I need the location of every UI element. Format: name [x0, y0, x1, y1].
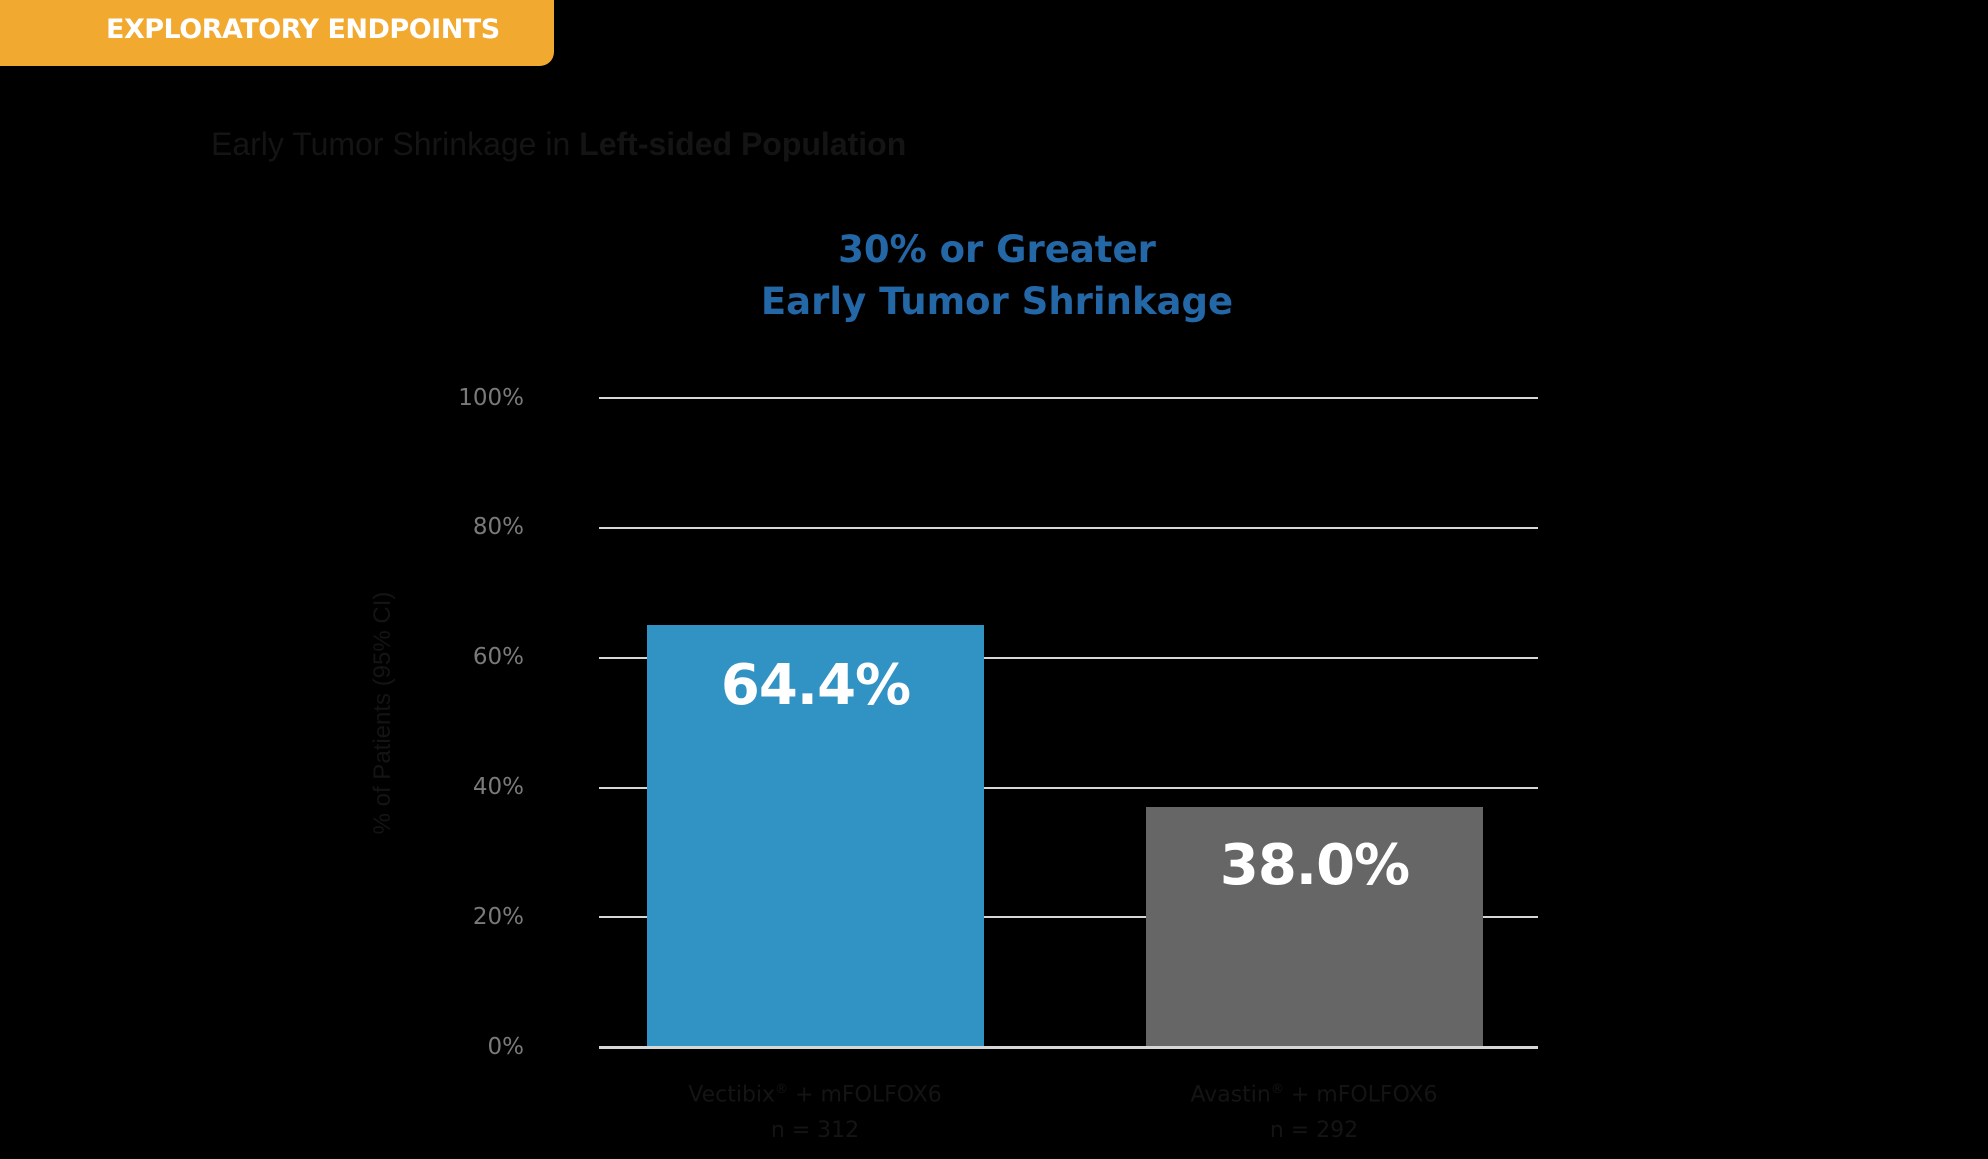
x-label-vectibix: Vectibix® + mFOLFOX6 n = 312	[615, 1072, 1015, 1149]
bar-vectibix: 64.4%	[647, 625, 984, 1047]
x-axis-baseline	[599, 1046, 1538, 1049]
chart-title-line2: Early Tumor Shrinkage	[760, 280, 1234, 323]
bar-value-label: 64.4%	[720, 653, 911, 718]
bar-value-label: 38.0%	[1219, 833, 1410, 898]
x-label-name: Avastin	[1190, 1082, 1271, 1108]
section-tab-label: EXPLORATORY ENDPOINTS	[106, 14, 500, 45]
gridline-80	[599, 527, 1538, 529]
subtitle-bold: Left-sided Population	[579, 126, 907, 162]
gridline-20	[599, 916, 1538, 918]
registered-mark: ®	[775, 1082, 789, 1097]
gridline-100	[599, 397, 1538, 399]
y-tick-0: 0%	[487, 1034, 525, 1060]
bar-avastin: 38.0%	[1146, 807, 1483, 1047]
subtitle-regular: Early Tumor Shrinkage in	[211, 126, 580, 162]
x-label-name: Vectibix	[688, 1082, 776, 1108]
chart-subtitle: Early Tumor Shrinkage in Left-sided Popu…	[211, 126, 906, 163]
registered-mark: ®	[1270, 1082, 1284, 1097]
gridline-60	[599, 657, 1538, 659]
chart-title: 30% or Greater Early Tumor Shrinkage	[0, 224, 1988, 328]
x-label-n: n = 312	[770, 1118, 860, 1144]
x-label-suffix: + mFOLFOX6	[1283, 1082, 1438, 1108]
gridline-40	[599, 787, 1538, 789]
x-label-avastin: Avastin® + mFOLFOX6 n = 292	[1114, 1072, 1514, 1149]
x-label-suffix: + mFOLFOX6	[788, 1082, 942, 1108]
y-tick-60: 60%	[472, 644, 524, 670]
y-tick-100: 100%	[458, 385, 524, 411]
x-label-n: n = 292	[1269, 1118, 1359, 1144]
y-tick-20: 20%	[472, 904, 524, 930]
section-tab: EXPLORATORY ENDPOINTS	[0, 0, 554, 66]
y-tick-40: 40%	[472, 774, 524, 800]
y-axis-label: % of Patients (95% CI)	[369, 591, 396, 835]
y-tick-80: 80%	[472, 514, 524, 540]
chart-title-line1: 30% or Greater	[838, 228, 1156, 271]
